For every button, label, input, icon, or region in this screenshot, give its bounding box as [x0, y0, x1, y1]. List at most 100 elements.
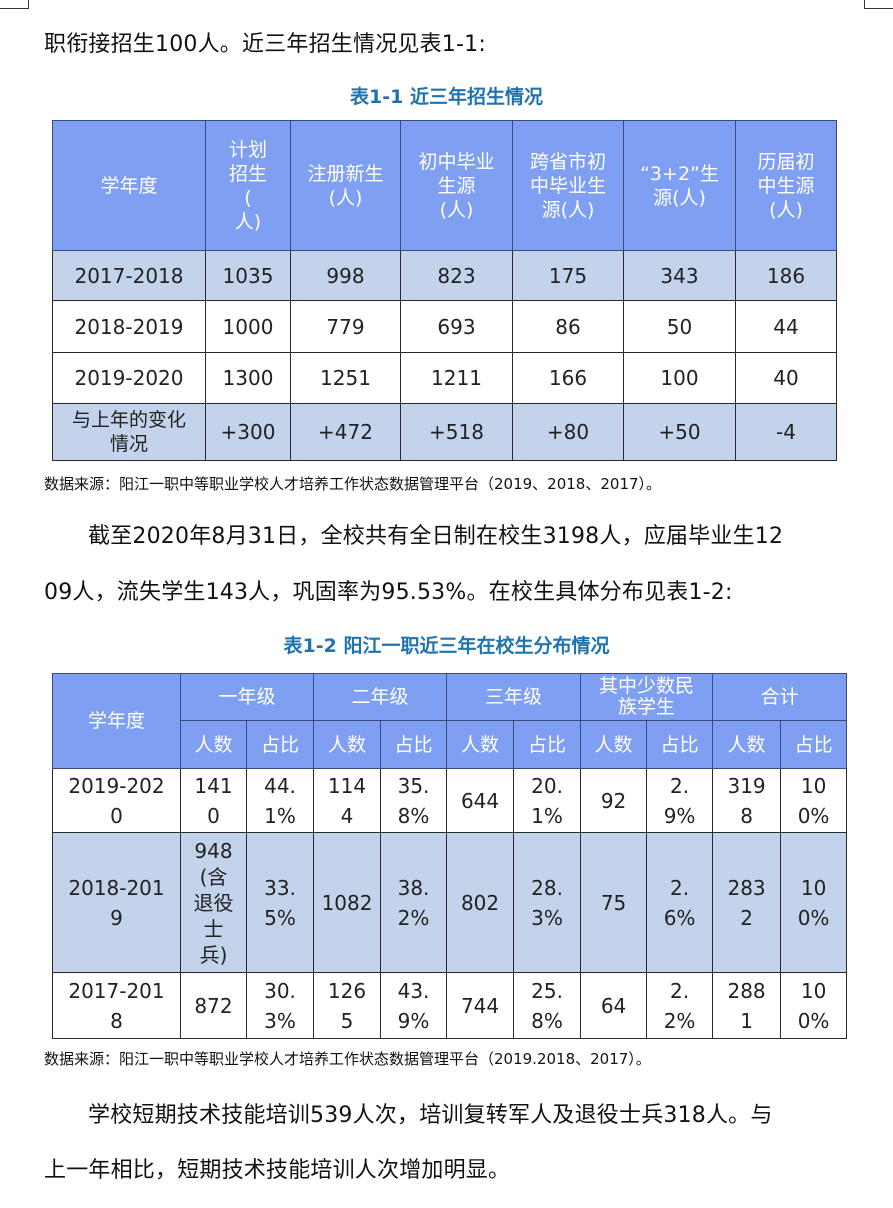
group-header: 合计	[712, 673, 848, 721]
cell: 100	[623, 352, 736, 404]
cell: 43. 9%	[380, 972, 448, 1039]
paragraph: 职衔接招生100人。近三年招生情况见表1-1:	[44, 32, 486, 57]
cell: 38. 2%	[380, 832, 448, 973]
cell: 10 0%	[780, 972, 848, 1039]
cell: -4	[735, 403, 837, 461]
group-header: 三年级	[446, 673, 582, 721]
student-distribution-table: 学年度 一年级 二年级 三年级 其中少数民 族学生 合计 人数 占比 人数 占比 人…	[52, 673, 848, 1039]
cell: 2017-201 8	[52, 972, 181, 1039]
sub-header: 占比	[780, 720, 848, 769]
sub-header: 人数	[446, 720, 515, 769]
cell: 2. 9%	[646, 768, 714, 833]
cell: 75	[580, 832, 648, 973]
table-row: 2018-2019 1000 779 693 86 50 44	[52, 300, 837, 353]
cell: 283 2	[712, 832, 782, 973]
cell: 114 4	[313, 768, 382, 833]
table-row: 2018-201 9 948 (含 退役 士 兵) 33. 5% 1082 38. 2%…	[52, 832, 848, 973]
column-header: 跨省市初 中毕业生 源(人)	[512, 120, 624, 251]
paragraph: 09人，流失学生143人，巩固率为95.53%。在校生具体分布见表1-2:	[44, 580, 733, 605]
cell: 2019-202 0	[52, 768, 181, 833]
sub-header: 占比	[245, 720, 315, 769]
cell: 10 0%	[780, 832, 848, 973]
cell: 1211	[400, 352, 513, 404]
cell: 779	[290, 300, 401, 353]
cell: 1082	[313, 832, 382, 973]
data-source-note: 数据来源：阳江一职中等职业学校人才培养工作状态数据管理平台（2019.2018、…	[44, 1050, 651, 1068]
cell: 2018-201 9	[52, 832, 181, 973]
cell: 28. 3%	[513, 832, 582, 973]
paragraph: 截至2020年8月31日，全校共有全日制在校生3198人，应届毕业生12	[88, 524, 784, 549]
cell: 40	[735, 352, 837, 404]
cell: 319 8	[712, 768, 782, 833]
cell: 166	[512, 352, 624, 404]
cell: 2. 6%	[646, 832, 714, 973]
sub-header: 人数	[712, 720, 782, 769]
cell: 33. 5%	[245, 832, 315, 973]
page-corner-mark	[864, 0, 893, 9]
column-header: 注册新生 (人)	[290, 120, 401, 251]
cell: 872	[180, 972, 247, 1039]
sub-header: 人数	[313, 720, 382, 769]
cell: 20. 1%	[513, 768, 582, 833]
cell: 823	[400, 250, 513, 301]
table-caption: 表1-2 阳江一职近三年在校生分布情况	[283, 635, 610, 657]
sub-header: 占比	[646, 720, 714, 769]
cell: 998	[290, 250, 401, 301]
cell: +472	[290, 403, 401, 461]
cell: 744	[446, 972, 515, 1039]
column-header: 计划 招生 ( 人)	[205, 120, 291, 251]
column-header: 初中毕业 生源 (人)	[400, 120, 513, 251]
cell: 1251	[290, 352, 401, 404]
table-row: 2017-201 8 872 30. 3% 126 5 43. 9% 744 25. 8% 6…	[52, 972, 848, 1039]
cell: 644	[446, 768, 515, 833]
cell: 288 1	[712, 972, 782, 1039]
cell: 44	[735, 300, 837, 353]
cell: 30. 3%	[245, 972, 315, 1039]
cell: +518	[400, 403, 513, 461]
cell: +80	[512, 403, 624, 461]
table-row: 与上年的变化 情况 +300 +472 +518 +80 +50 -4	[52, 403, 837, 461]
cell: 802	[446, 832, 515, 973]
cell: 2018-2019	[52, 300, 206, 353]
cell: 25. 8%	[513, 972, 582, 1039]
cell: 35. 8%	[380, 768, 448, 833]
sub-header: 占比	[513, 720, 582, 769]
group-header: 一年级	[179, 673, 315, 721]
cell: 141 0	[180, 768, 247, 833]
cell: 10 0%	[780, 768, 848, 833]
cell: 126 5	[313, 972, 382, 1039]
table-row: 2017-2018 1035 998 823 175 343 186	[52, 250, 837, 301]
table-row: 2019-2020 1300 1251 1211 166 100 40	[52, 352, 837, 404]
cell: 693	[400, 300, 513, 353]
cell: 44. 1%	[245, 768, 315, 833]
column-header: 学年度	[52, 120, 206, 251]
paragraph: 上一年相比，短期技术技能培训人次增加明显。	[44, 1158, 511, 1183]
cell: 1035	[205, 250, 291, 301]
data-source-note: 数据来源：阳江一职中等职业学校人才培养工作状态数据管理平台（2019、2018、…	[44, 475, 662, 493]
cell: 2. 2%	[646, 972, 714, 1039]
cell: 948 (含 退役 士 兵)	[180, 832, 247, 973]
sub-header: 人数	[180, 720, 247, 769]
cell: 2017-2018	[52, 250, 206, 301]
cell: 与上年的变化 情况	[52, 403, 206, 461]
cell: 175	[512, 250, 624, 301]
paragraph: 学校短期技术技能培训539人次，培训复转军人及退役士兵318人。与	[88, 1103, 773, 1128]
cell: +50	[623, 403, 736, 461]
group-header: 二年级	[313, 673, 448, 721]
cell: 86	[512, 300, 624, 353]
cell: 1000	[205, 300, 291, 353]
cell: +300	[205, 403, 291, 461]
column-header: “3+2”生 源(人)	[623, 120, 736, 251]
cell: 1300	[205, 352, 291, 404]
column-header: 学年度	[52, 673, 181, 769]
page-corner-mark	[0, 0, 29, 9]
table-caption: 表1-1 近三年招生情况	[350, 86, 543, 108]
cell: 186	[735, 250, 837, 301]
sub-header: 占比	[380, 720, 448, 769]
cell: 92	[580, 768, 648, 833]
column-header: 历届初 中生源 (人)	[735, 120, 837, 251]
enrollment-table: 学年度 计划 招生 ( 人) 注册新生 (人) 初中毕业 生源 (人) 跨省市初…	[52, 120, 837, 461]
cell: 50	[623, 300, 736, 353]
table-row: 2019-202 0 141 0 44. 1% 114 4 35. 8% 644 20. 1…	[52, 768, 848, 833]
